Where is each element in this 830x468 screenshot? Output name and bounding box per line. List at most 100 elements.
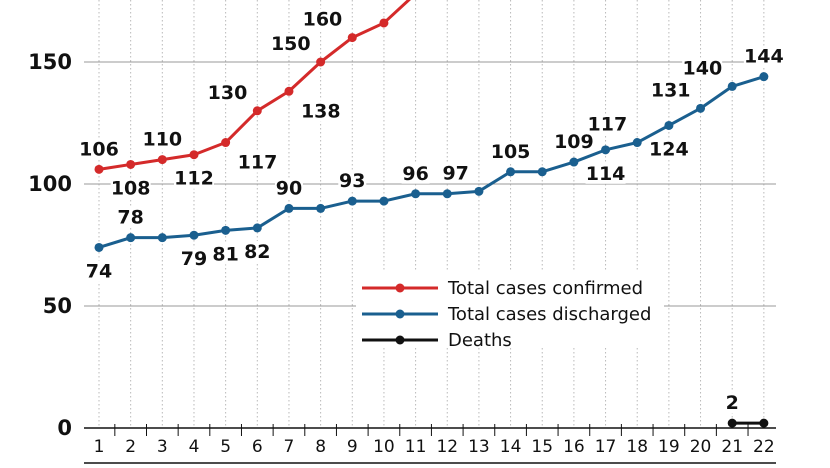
data-point xyxy=(94,242,104,252)
data-label: 96 xyxy=(402,163,428,185)
data-label-bg xyxy=(173,167,214,189)
data-point xyxy=(379,196,389,206)
data-label: 160 xyxy=(303,9,343,31)
data-label: 112 xyxy=(174,168,214,190)
data-label-bg xyxy=(79,138,119,160)
data-point xyxy=(379,18,389,28)
data-point xyxy=(727,418,737,428)
data-point xyxy=(157,155,167,165)
data-label-bg xyxy=(211,243,240,265)
series-line xyxy=(98,75,765,249)
y-tick-label: 0 xyxy=(57,416,72,440)
y-tick-label: 50 xyxy=(43,294,72,318)
legend: Total cases confirmed Total cases dischar… xyxy=(356,272,664,351)
data-point xyxy=(537,167,547,177)
data-label-bg xyxy=(587,113,628,135)
x-tick-label: 9 xyxy=(347,437,358,457)
data-point xyxy=(221,138,231,148)
x-tick-label: 3 xyxy=(157,437,168,457)
data-label: 79 xyxy=(181,248,207,270)
data-point xyxy=(664,120,674,130)
data-label: 140 xyxy=(683,57,723,79)
data-point xyxy=(316,203,326,213)
data-point xyxy=(569,157,579,167)
data-label: 150 xyxy=(271,33,311,55)
x-tick-label: 5 xyxy=(220,437,231,457)
legend-entry: Total cases confirmed xyxy=(447,278,643,299)
data-label: 117 xyxy=(238,152,278,174)
x-tick-label: 18 xyxy=(626,437,648,457)
data-label: 110 xyxy=(142,129,182,151)
data-label: 93 xyxy=(339,170,365,192)
data-label: 144 xyxy=(744,46,784,68)
legend-entry: Deaths xyxy=(448,330,512,351)
data-point xyxy=(727,81,737,91)
data-point xyxy=(284,203,294,213)
data-label: 2 xyxy=(726,392,739,414)
data-point xyxy=(506,167,516,177)
data-point xyxy=(284,86,294,96)
data-label-bg xyxy=(724,392,741,414)
x-tick-label: 10 xyxy=(373,437,395,457)
series-group xyxy=(94,0,411,174)
data-label: 97 xyxy=(442,162,468,184)
data-label: 82 xyxy=(244,241,270,263)
data-point xyxy=(347,196,357,206)
data-point xyxy=(316,57,326,67)
data-point xyxy=(601,145,611,155)
x-tick-label: 7 xyxy=(284,437,295,457)
data-label: 106 xyxy=(79,138,119,160)
data-label: 124 xyxy=(649,138,689,160)
data-label-bg xyxy=(298,100,339,122)
x-tick-label: 19 xyxy=(658,437,680,457)
x-tick-label: 14 xyxy=(500,437,522,457)
data-label-bg xyxy=(650,79,691,101)
legend-box xyxy=(356,272,664,348)
data-point xyxy=(252,223,262,233)
data-label-bg xyxy=(553,131,594,153)
data-point xyxy=(759,72,769,82)
data-label: 108 xyxy=(111,177,151,199)
data-label: 74 xyxy=(86,260,112,282)
data-label-bg xyxy=(585,162,626,184)
data-label: 78 xyxy=(117,207,143,229)
series-group xyxy=(94,72,769,252)
data-label-bg xyxy=(116,206,145,228)
x-tick-label: 20 xyxy=(690,437,712,457)
data-label-bg xyxy=(743,45,784,67)
legend-swatch-dot xyxy=(395,335,405,345)
data-label-bg xyxy=(235,151,276,173)
data-point xyxy=(157,233,167,243)
x-tick-label: 12 xyxy=(436,437,458,457)
x-tick-label: 15 xyxy=(531,437,553,457)
x-tick-label: 2 xyxy=(125,437,136,457)
x-tick-label: 8 xyxy=(315,437,326,457)
data-label-bg xyxy=(243,240,272,262)
data-label-bg xyxy=(85,260,113,282)
data-point xyxy=(442,189,452,199)
data-label-bg xyxy=(110,177,151,199)
x-tick-label: 22 xyxy=(753,437,775,457)
legend-swatch-dot xyxy=(395,283,405,293)
axes: 1 2 3 4 5 6 7 8 9 10 11 12 13 14 15 16 17 18 19 20 21 2205010… xyxy=(28,50,776,464)
data-label-bg xyxy=(440,162,469,184)
data-label-bg xyxy=(142,128,183,150)
data-label-bg xyxy=(682,57,723,79)
data-point xyxy=(94,164,104,174)
data-point xyxy=(696,103,706,113)
data-label: 130 xyxy=(208,82,248,104)
data-label: 109 xyxy=(554,131,594,153)
data-point xyxy=(252,106,262,116)
data-label: 138 xyxy=(301,100,341,122)
x-tick-label: 11 xyxy=(405,437,427,457)
data-point xyxy=(126,159,136,169)
data-point xyxy=(221,225,231,235)
x-tick-label: 1 xyxy=(94,437,105,457)
data-label-bg xyxy=(274,177,303,199)
series-group xyxy=(727,418,769,428)
data-point xyxy=(759,418,769,428)
data-point xyxy=(189,230,199,240)
data-label: 105 xyxy=(491,141,531,163)
data-label-bg xyxy=(338,170,367,192)
